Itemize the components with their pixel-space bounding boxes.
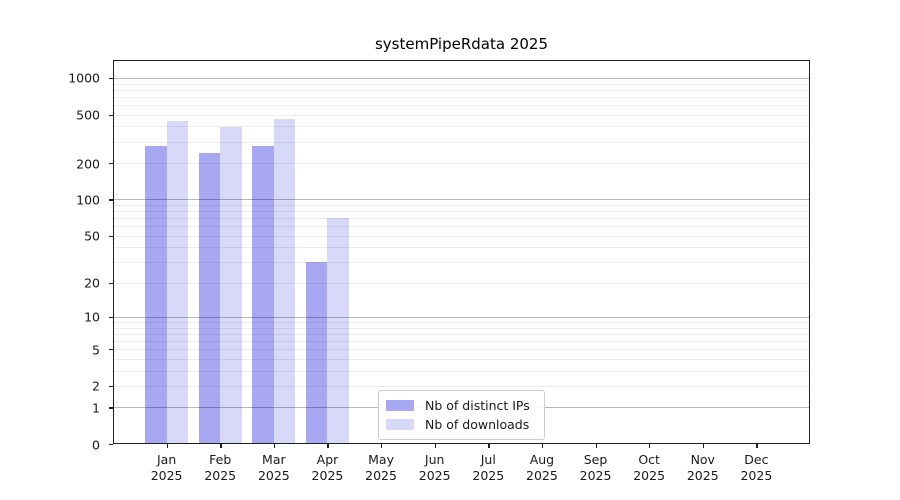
gridline-80 xyxy=(114,211,809,213)
x-tick-apr xyxy=(327,444,329,448)
bar-feb-distinct-ips xyxy=(198,152,221,443)
y-tick-label-0: 0 xyxy=(92,437,100,452)
bar-mar-distinct-ips xyxy=(252,146,274,443)
gridline-2 xyxy=(114,385,809,387)
gridline-6 xyxy=(114,340,809,342)
gridline-800 xyxy=(114,89,809,91)
y-tick-10 xyxy=(109,316,113,319)
gridline-70 xyxy=(114,218,809,220)
x-tick-label-apr: Apr 2025 xyxy=(311,452,344,483)
y-tick-label-100: 100 xyxy=(76,192,100,208)
x-tick-label-jan: Jan 2025 xyxy=(150,452,183,483)
gridline-600 xyxy=(114,104,809,106)
gridline-3 xyxy=(114,370,809,372)
legend-swatch-distinct-ips xyxy=(386,400,414,411)
x-tick-label-jul: Jul 2025 xyxy=(472,452,505,483)
y-tick-20 xyxy=(109,282,113,284)
y-tick-0 xyxy=(109,444,113,446)
y-tick-100 xyxy=(109,199,113,201)
x-tick-label-jun: Jun 2025 xyxy=(418,452,451,483)
legend-label-distinct-ips: Nb of distinct IPs xyxy=(425,398,530,413)
x-tick-aug xyxy=(541,444,544,448)
gridline-50 xyxy=(114,235,809,237)
x-tick-label-may: May 2025 xyxy=(365,452,397,483)
legend-row-distinct-ips: Nb of distinct IPs xyxy=(386,396,536,415)
gridline-30 xyxy=(114,262,809,264)
gridline-100 xyxy=(114,199,809,201)
x-tick-jul xyxy=(488,444,490,448)
legend-label-downloads: Nb of downloads xyxy=(425,417,530,432)
x-tick-may xyxy=(381,444,383,448)
x-tick-feb xyxy=(220,444,222,448)
y-tick-label-1000: 1000 xyxy=(68,70,100,86)
x-tick-jun xyxy=(434,444,436,448)
y-tick-1000 xyxy=(109,77,113,80)
bar-apr-downloads xyxy=(327,218,349,443)
gridline-4 xyxy=(114,358,809,360)
y-tick-200 xyxy=(109,163,113,165)
y-tick-label-20: 20 xyxy=(84,275,100,291)
gridline-40 xyxy=(114,247,809,249)
gridline-90 xyxy=(114,204,809,206)
y-tick-label-50: 50 xyxy=(84,228,100,244)
gridline-400 xyxy=(114,126,809,128)
x-tick-label-mar: Mar 2025 xyxy=(257,452,290,483)
legend-swatch-downloads xyxy=(386,419,414,430)
y-tick-1 xyxy=(109,407,113,409)
y-tick-label-500: 500 xyxy=(76,107,100,123)
x-tick-label-dec: Dec 2025 xyxy=(740,452,773,483)
chart-title: systemPipeRdata 2025 xyxy=(374,35,548,53)
gridline-7 xyxy=(114,333,809,335)
gridline-10 xyxy=(114,316,809,318)
x-tick-jan xyxy=(166,444,168,448)
y-tick-label-10: 10 xyxy=(84,309,100,325)
y-tick-2 xyxy=(109,385,113,388)
gridline-900 xyxy=(114,83,809,85)
x-tick-label-oct: Oct 2025 xyxy=(633,452,666,483)
y-tick-label-2: 2 xyxy=(92,378,100,394)
x-tick-dec xyxy=(756,444,758,448)
gridline-60 xyxy=(114,226,809,228)
x-tick-label-sep: Sep 2025 xyxy=(579,452,612,483)
y-tick-label-1: 1 xyxy=(92,400,100,416)
bar-jan-downloads xyxy=(166,121,189,443)
bar-feb-downloads xyxy=(220,127,242,443)
plot-area xyxy=(113,60,810,444)
x-tick-mar xyxy=(273,444,276,448)
gridline-8 xyxy=(114,327,809,329)
x-tick-oct xyxy=(649,444,651,448)
x-tick-sep xyxy=(595,444,597,448)
bar-apr-distinct-ips xyxy=(305,262,328,443)
x-tick-label-feb: Feb 2025 xyxy=(204,452,237,483)
gridline-300 xyxy=(114,141,809,143)
bar-mar-downloads xyxy=(273,119,296,443)
gridline-1000 xyxy=(114,77,809,79)
legend: Nb of distinct IPs Nb of downloads xyxy=(378,390,545,440)
y-tick-label-200: 200 xyxy=(76,156,100,171)
gridline-700 xyxy=(114,96,809,98)
gridline-20 xyxy=(114,282,809,284)
y-tick-500 xyxy=(109,114,113,116)
x-tick-label-aug: Aug 2025 xyxy=(526,452,558,483)
y-tick-50 xyxy=(109,235,113,237)
gridline-500 xyxy=(114,114,809,116)
gridline-5 xyxy=(114,349,809,351)
x-tick-label-nov: Nov 2025 xyxy=(686,452,719,483)
gridline-200 xyxy=(114,163,809,164)
y-tick-label-5: 5 xyxy=(92,342,100,358)
bar-jan-distinct-ips xyxy=(145,146,167,443)
legend-row-downloads: Nb of downloads xyxy=(386,415,536,434)
x-tick-nov xyxy=(702,444,705,448)
gridline-9 xyxy=(114,322,809,323)
y-tick-5 xyxy=(109,349,113,351)
